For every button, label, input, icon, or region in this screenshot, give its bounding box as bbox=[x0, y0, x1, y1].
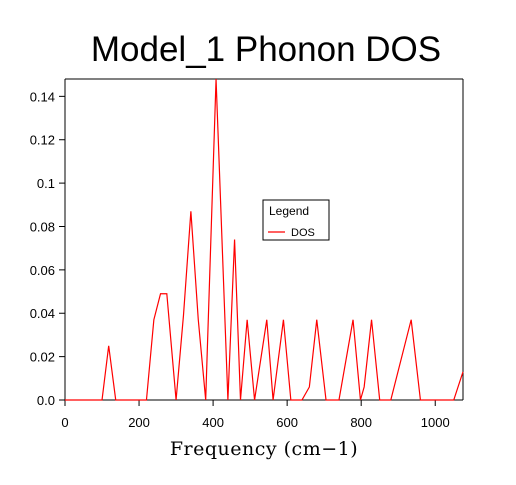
chart-title: Model_1 Phonon DOS bbox=[91, 30, 441, 69]
y-tick-label: 0.08 bbox=[30, 219, 55, 234]
x-axis-ticks: 0 200 400 600 800 1000 bbox=[61, 400, 450, 430]
y-tick-label: 0.1 bbox=[37, 176, 55, 191]
y-tick-label: 0.02 bbox=[30, 350, 55, 365]
x-axis-label: Frequency (cm−1) bbox=[170, 438, 358, 460]
y-tick-label: 0.14 bbox=[30, 89, 55, 104]
legend-box bbox=[262, 199, 330, 241]
legend-title: Legend bbox=[269, 204, 309, 218]
x-tick-label: 0 bbox=[61, 415, 68, 430]
y-axis-ticks: 0.0 0.02 0.04 0.06 0.08 0.1 0.12 0.14 bbox=[30, 89, 65, 408]
y-tick-label: 0.04 bbox=[30, 306, 55, 321]
x-tick-label: 600 bbox=[276, 415, 298, 430]
legend: Legend DOS bbox=[262, 199, 330, 241]
series-dos-line bbox=[65, 78, 464, 401]
y-tick-label: 0.12 bbox=[30, 133, 55, 148]
x-tick-label: 400 bbox=[202, 415, 224, 430]
y-tick-label: 0.06 bbox=[30, 263, 55, 278]
legend-entry-dos: DOS bbox=[291, 227, 315, 239]
y-tick-label: 0.0 bbox=[37, 393, 55, 408]
x-tick-label: 1000 bbox=[421, 415, 450, 430]
x-tick-label: 800 bbox=[350, 415, 372, 430]
x-tick-label: 200 bbox=[128, 415, 150, 430]
